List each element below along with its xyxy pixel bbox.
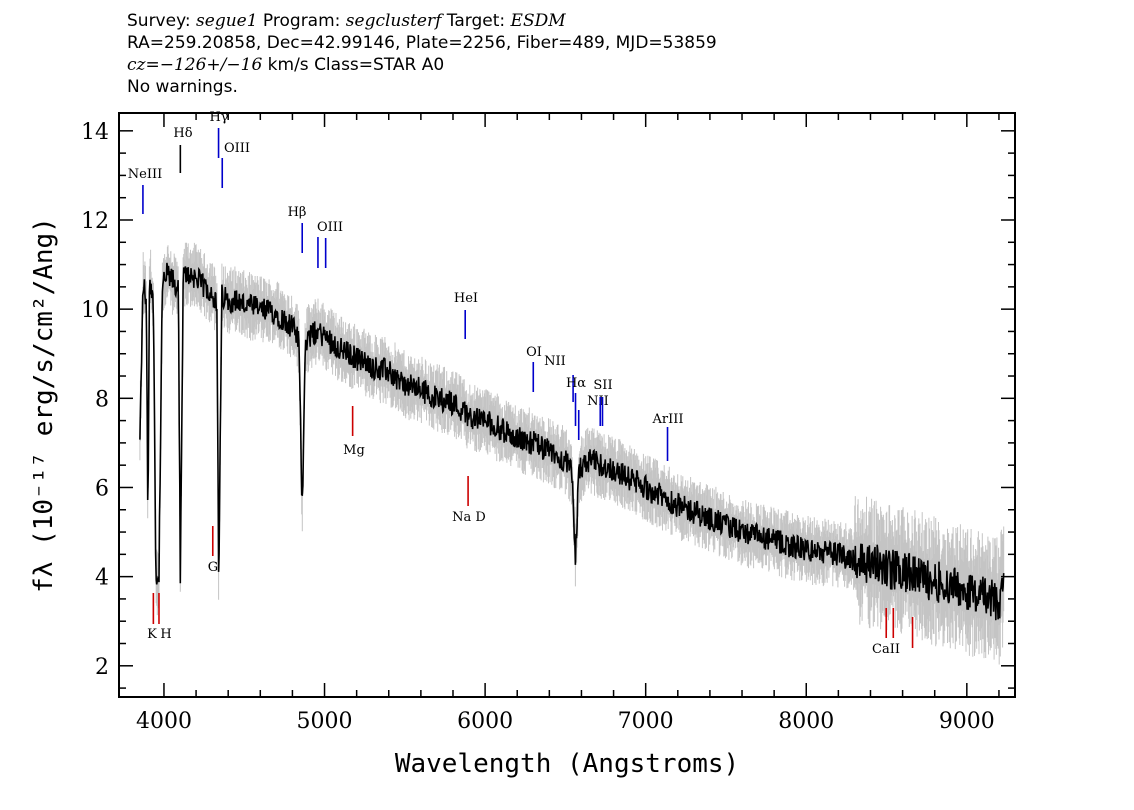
x-tick-label: 4000 [136, 709, 192, 734]
y-axis-title: fλ (10⁻¹⁷ erg/s/cm²/Ang) [29, 217, 59, 593]
x-tick-label: 9000 [939, 709, 995, 734]
y-tick-label: 4 [95, 566, 109, 591]
target-value: ESDM [510, 11, 566, 31]
x-tick-label: 8000 [778, 709, 834, 734]
x-tick-label: 7000 [618, 709, 674, 734]
y-tick-label: 8 [95, 387, 109, 412]
target-label: Target: [441, 11, 511, 31]
y-tick-label: 6 [95, 476, 109, 501]
line-id-label: CaII [872, 642, 900, 657]
line-id-label: NeIII [128, 167, 162, 182]
y-tick-label: 2 [95, 655, 109, 680]
flux-line [139, 262, 1005, 621]
header-line-coordinates: RA=259.20858, Dec=42.99146, Plate=2256, … [127, 33, 717, 53]
line-id-label: NII [544, 354, 566, 369]
cz-value: cz=−126+/−16 [127, 55, 263, 75]
line-id-label: SII [593, 378, 612, 393]
line-id-label: Na D [452, 510, 486, 525]
line-id-label: G [208, 560, 218, 575]
line-id-label: Hδ [173, 126, 192, 141]
program-value: segclusterf [345, 11, 442, 31]
x-axis-title: Wavelength (Angstroms) [395, 749, 739, 779]
line-id-label: OI [526, 345, 542, 360]
survey-label: Survey: [127, 11, 197, 31]
line-id-label: H [160, 627, 171, 642]
program-label: Program: [257, 11, 346, 31]
line-id-label: OIII [317, 220, 343, 235]
y-tick-label: 14 [81, 120, 109, 145]
y-tick-label: 10 [81, 298, 109, 323]
header-line-redshift: cz=−126+/−16 km/s Class=STAR A0 [127, 54, 717, 76]
line-id-label: Mg [343, 443, 365, 458]
header-line-warnings: No warnings. [127, 77, 238, 97]
axis-ticks: 4000 5000 6000 7000 8000 9000 2 4 6 8 10 12 14 [81, 113, 1015, 734]
line-id-label: Hα [566, 376, 586, 391]
x-tick-label: 5000 [297, 709, 353, 734]
flux-series [139, 262, 1005, 621]
class-value: km/s Class=STAR A0 [262, 55, 445, 75]
line-identifications: NeIIIHδHγOIIIHβOIIIHeIOINIIHαNIISIIArIII… [128, 110, 914, 657]
line-id-label: NII [587, 394, 609, 409]
x-tick-label: 6000 [457, 709, 513, 734]
line-id-label: HeI [454, 291, 478, 306]
line-id-label: OIII [224, 141, 250, 156]
line-id-label: Hβ [288, 205, 307, 220]
line-id-label: ArIII [651, 412, 683, 427]
y-tick-label: 12 [81, 209, 109, 234]
header-line-survey: Survey: segue1 Program: segclusterf Targ… [127, 10, 717, 32]
spectrum-header: Survey: segue1 Program: segclusterf Targ… [127, 10, 717, 98]
survey-value: segue1 [196, 11, 258, 31]
line-id-label: K [147, 627, 157, 642]
plot-frame [118, 112, 1016, 698]
